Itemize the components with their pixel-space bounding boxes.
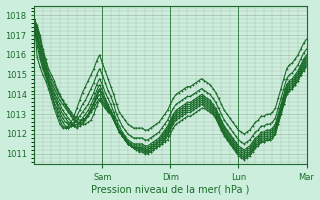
X-axis label: Pression niveau de la mer( hPa ): Pression niveau de la mer( hPa ) bbox=[91, 184, 250, 194]
